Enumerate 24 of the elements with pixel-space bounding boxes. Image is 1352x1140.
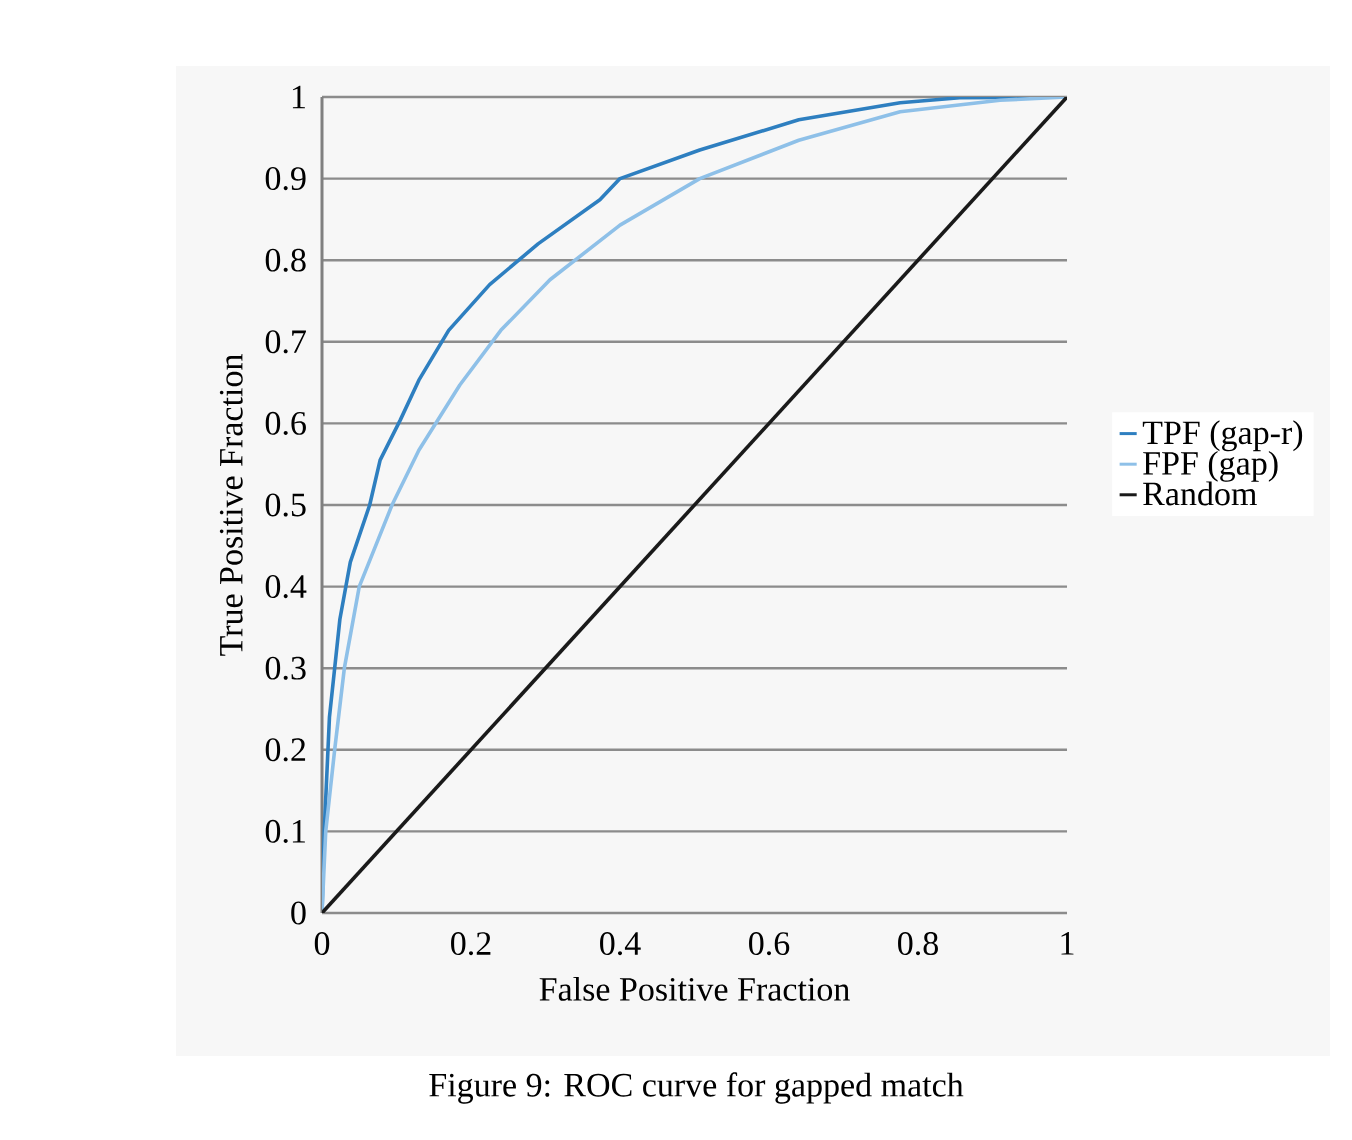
y-tick-label: 0 (291, 901, 306, 925)
x-tick-label: 1 (1061, 932, 1074, 955)
y-tick-label: 0.8 (265, 248, 306, 272)
y-tick-label: 0.3 (265, 656, 306, 680)
x-tick-label: 0.2 (451, 932, 491, 956)
line-series (322, 96, 1068, 913)
y-tick-label: 0.5 (265, 493, 306, 517)
y-tick-label: 1 (292, 85, 305, 109)
y-tick-label: 0.9 (265, 167, 306, 191)
y-axis-title: True Positive Fraction (219, 354, 243, 656)
legend-label: FPF (gap) (1143, 450, 1278, 482)
x-tick-label: 0.6 (749, 932, 790, 956)
x-tick-label: 0 (314, 932, 330, 956)
y-tick-label: 0.1 (265, 819, 305, 843)
x-tick-label: 0.4 (600, 932, 641, 956)
legend-label: TPF (gap-r) (1142, 420, 1303, 452)
y-tick-label: 0.4 (265, 575, 307, 599)
y-tick-label: 0.2 (265, 738, 306, 762)
caption: Figure 9: ROC curve for gapped match (429, 1072, 964, 1104)
y-tick-label: 0.6 (265, 411, 306, 435)
x-tick-label: 0.8 (898, 932, 938, 956)
legend-label: Random (1143, 481, 1257, 506)
y-tick-label: 0.7 (265, 330, 306, 354)
x-axis-title: False Positive Fraction (539, 976, 850, 1001)
